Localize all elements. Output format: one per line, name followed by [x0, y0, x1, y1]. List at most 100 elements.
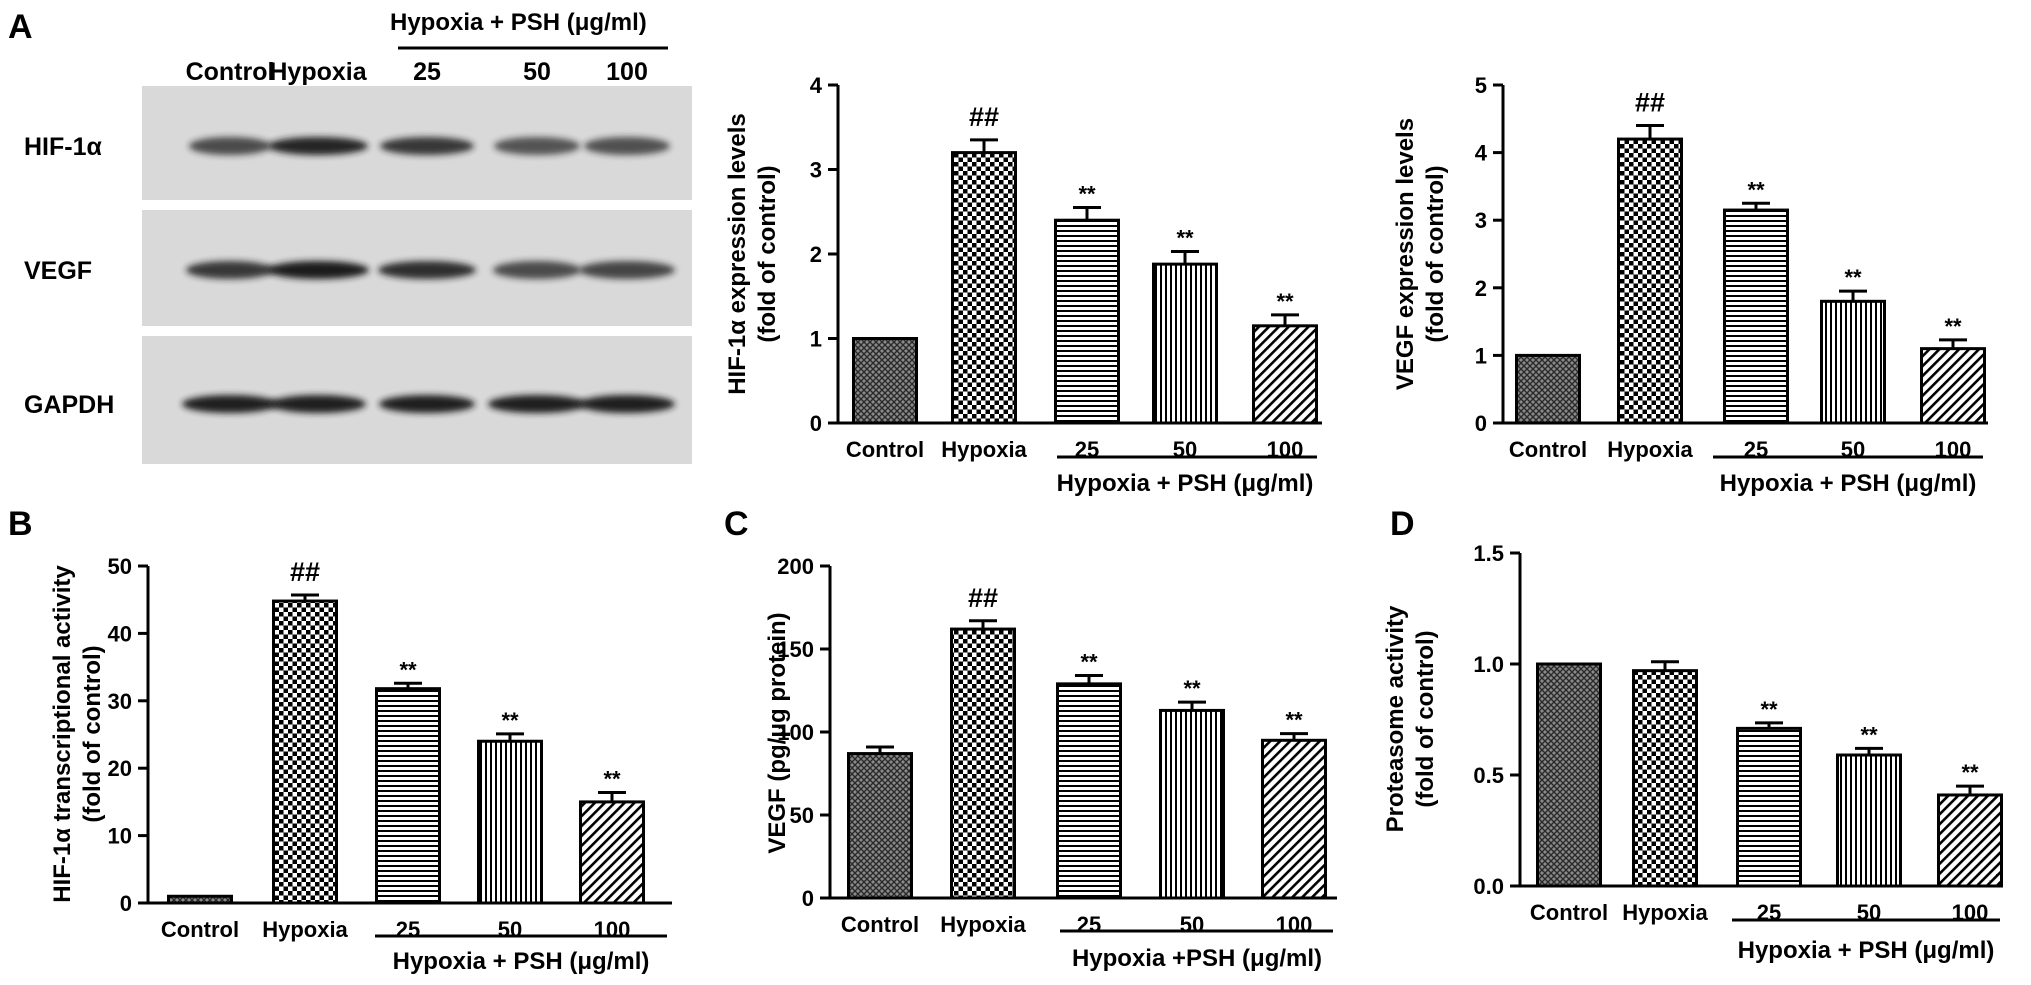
significance-label: **: [1080, 650, 1098, 675]
y-axis-title: (fold of control): [79, 645, 106, 822]
blot-band: [488, 395, 586, 413]
x-tick-label-25: 25: [1077, 912, 1101, 937]
panel-letter-b: B: [8, 505, 33, 543]
bar-100: [1252, 324, 1318, 425]
chart-vegf-expression: 0 1 2 3 4 5 VEGF expression levels (fold of con…: [1392, 73, 1988, 497]
y-tick-label: 3: [1475, 208, 1487, 233]
blot-band: [378, 261, 476, 279]
blot-band: [494, 137, 580, 155]
bar-hypoxia: [1632, 669, 1698, 888]
bar-hypoxia: [1617, 137, 1683, 425]
bar-25: [1736, 726, 1802, 888]
y-tick-label: 0: [810, 411, 822, 436]
significance-label: ##: [1635, 88, 1665, 118]
y-axis-title: HIF-1α transcriptional activity: [49, 565, 76, 903]
x-tick-label-control: Control: [161, 917, 239, 942]
blot-lane-label-25: 25: [413, 58, 441, 86]
y-axis-title: Proteasome activity: [1382, 605, 1409, 832]
chart-hif1a-transcriptional-activity: 0 10 20 30 40 50 HIF-1α transcriptional activi…: [49, 554, 672, 975]
blot-band: [579, 261, 675, 279]
significance-label: ##: [968, 583, 998, 613]
significance-label: **: [1961, 760, 1979, 785]
x-tick-label-control: Control: [1530, 900, 1608, 925]
blot-group-label: Hypoxia + PSH (μg/ml): [390, 9, 647, 36]
y-tick-label: 0: [802, 886, 814, 911]
y-axis-title: (fold of control): [754, 165, 781, 342]
bar-50: [1152, 262, 1218, 425]
bar-100: [1920, 347, 1986, 425]
blot-lane-label-50: 50: [523, 58, 551, 86]
significance-label: **: [1276, 289, 1294, 314]
y-tick-label: 50: [108, 554, 132, 579]
bar-hypoxia: [272, 599, 338, 905]
bar-hypoxia: [950, 627, 1016, 900]
blot-lane-label-hypoxia: Hypoxia: [269, 58, 367, 86]
significance-label: **: [1860, 722, 1878, 747]
bar-50: [477, 739, 543, 905]
x-tick-label-hypoxia: Hypoxia: [262, 917, 348, 942]
significance-label: **: [399, 657, 417, 682]
blot-strip-vegf: [142, 210, 692, 326]
significance-label: ##: [290, 557, 320, 587]
blot-band-label-vegf: VEGF: [24, 257, 92, 285]
y-axis-title: (fold of control): [1422, 165, 1449, 342]
bar-25: [1056, 682, 1122, 900]
significance-label: **: [1285, 708, 1303, 733]
y-tick-label: 40: [108, 621, 132, 646]
blot-band: [189, 137, 271, 155]
x-tick-label-100: 100: [594, 917, 631, 942]
y-axis-title: VEGF (pg/μg protein): [764, 612, 791, 853]
x-tick-label-hypoxia: Hypoxia: [1622, 900, 1708, 925]
bar-25: [1054, 218, 1120, 425]
group-label: Hypoxia + PSH (μg/ml): [1738, 937, 1995, 964]
y-tick-label: 4: [1475, 141, 1488, 166]
y-tick-label: 5: [1475, 73, 1487, 98]
x-tick-label-hypoxia: Hypoxia: [940, 912, 1026, 937]
bar-100: [1937, 793, 2003, 888]
bar-100: [1261, 738, 1327, 900]
x-tick-label-50: 50: [498, 917, 522, 942]
x-tick-label-control: Control: [1509, 437, 1587, 462]
y-tick-label: 200: [777, 554, 814, 579]
x-tick-label-hypoxia: Hypoxia: [1607, 437, 1693, 462]
y-tick-label: 30: [108, 689, 132, 714]
bar-control: [847, 752, 913, 900]
blot-lane-label-100: 100: [606, 58, 648, 86]
significance-label: **: [1760, 697, 1778, 722]
y-tick-label: 100: [777, 720, 814, 745]
bar-control: [1536, 662, 1602, 888]
blot-band: [268, 137, 368, 155]
significance-label: **: [1078, 182, 1096, 207]
blot-band: [270, 395, 366, 413]
group-label: Hypoxia + PSH (μg/ml): [393, 948, 650, 975]
significance-label: **: [501, 708, 519, 733]
y-axis-title: VEGF expression levels: [1392, 118, 1419, 390]
blot-band: [182, 395, 278, 413]
x-tick-label-50: 50: [1180, 912, 1204, 937]
y-tick-label: 50: [790, 803, 814, 828]
y-tick-label: 1.5: [1473, 541, 1504, 566]
significance-label: **: [1944, 314, 1962, 339]
significance-label: **: [1183, 676, 1201, 701]
blot-strip-gapdh: [142, 336, 692, 464]
group-label: Hypoxia +PSH (μg/ml): [1072, 945, 1322, 972]
bar-control: [167, 894, 233, 905]
blot-band: [186, 261, 274, 279]
bar-50: [1820, 299, 1886, 425]
blot-band: [584, 137, 670, 155]
y-tick-label: 1.0: [1473, 652, 1504, 677]
bar-50: [1836, 753, 1902, 888]
y-axis-title: HIF-1α expression levels: [724, 113, 751, 395]
x-tick-label-control: Control: [846, 437, 924, 462]
bar-25: [1723, 208, 1789, 425]
y-axis-title: (fold of control): [1412, 630, 1439, 807]
y-tick-label: 1: [810, 327, 822, 352]
blot-band: [493, 261, 581, 279]
panel-letter-c: C: [724, 505, 749, 543]
y-tick-label: 150: [777, 637, 814, 662]
significance-label: ##: [969, 102, 999, 132]
bar-100: [579, 800, 645, 905]
blot-lane-label-control: Control: [186, 58, 275, 86]
x-tick-label-100: 100: [1276, 912, 1313, 937]
